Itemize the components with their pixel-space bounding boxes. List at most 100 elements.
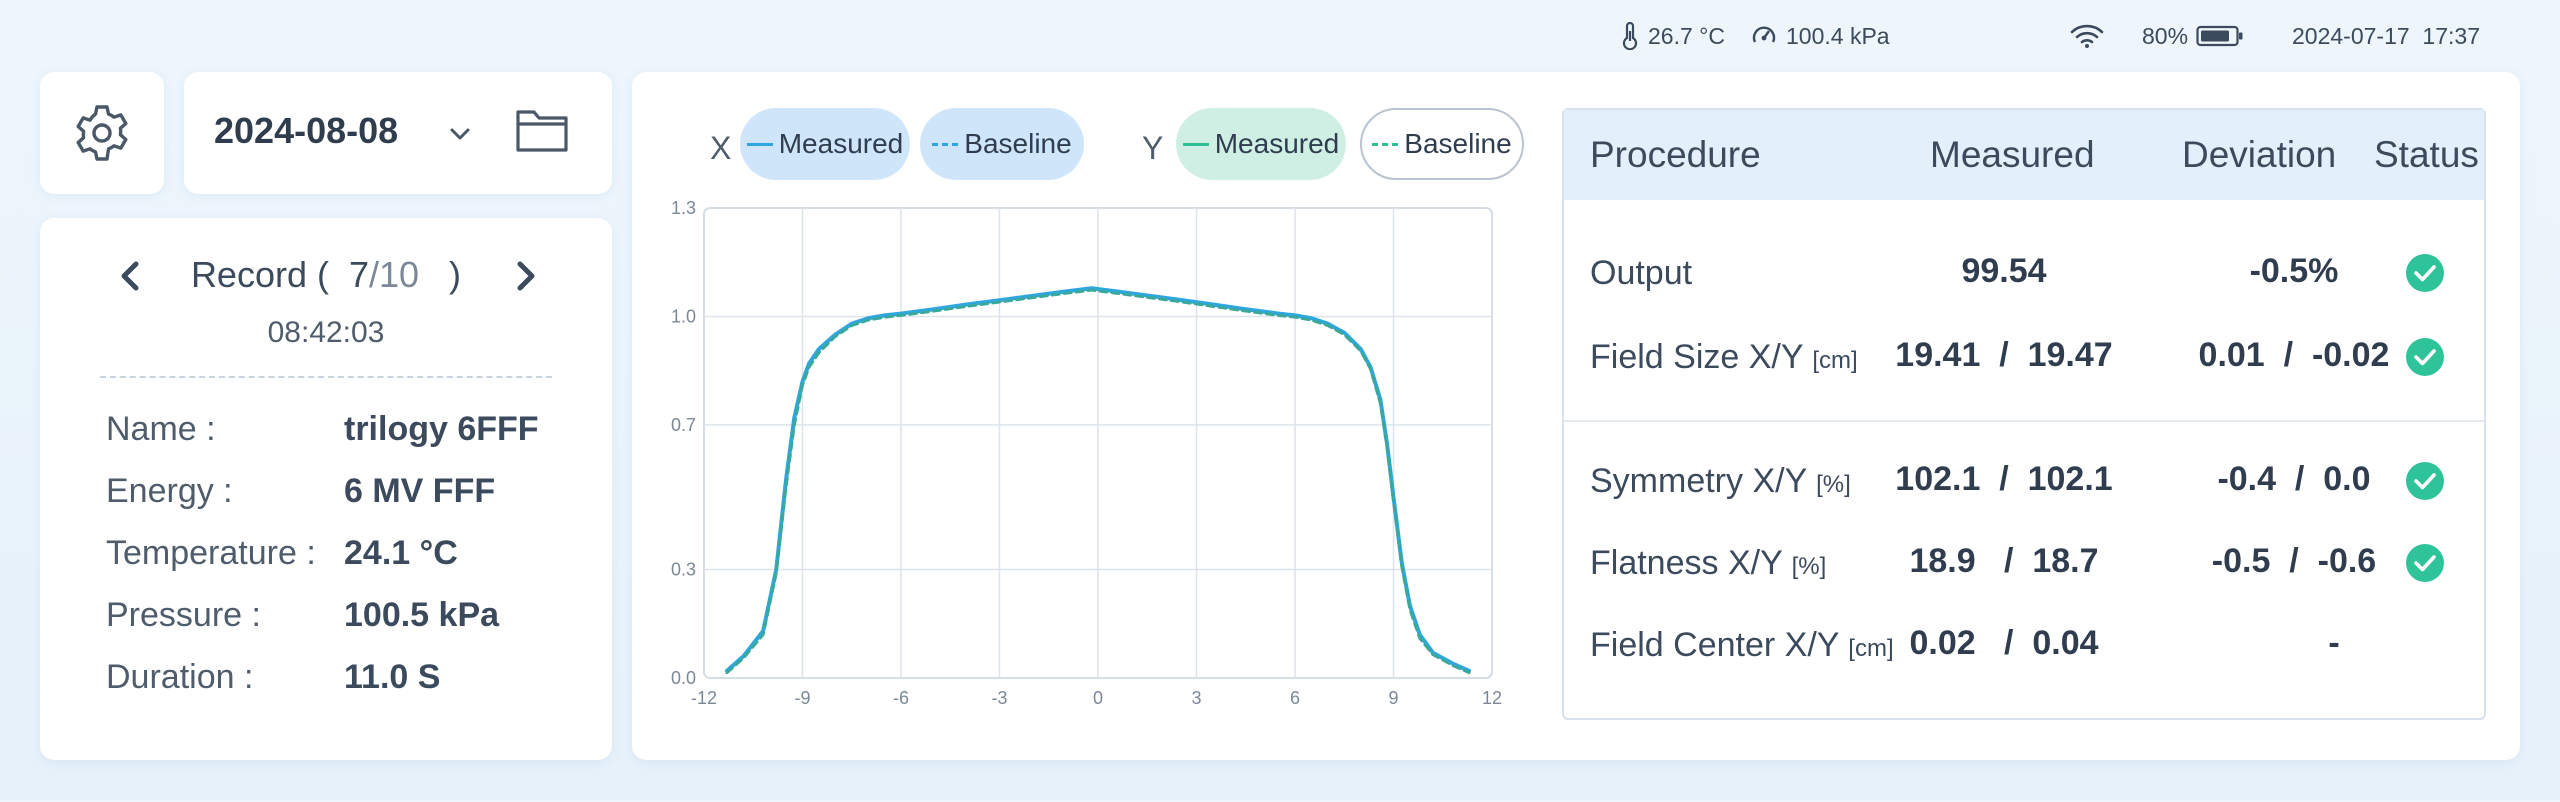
pressure-value: 100.4 kPa: [1786, 22, 1890, 49]
pressure-status: 100.4 kPa: [1750, 18, 1890, 54]
unit-text: [%]: [1791, 553, 1827, 580]
measured-cell: 102.1 / 102.1: [1895, 460, 2113, 498]
x-axis-legend-label: X: [710, 130, 732, 166]
check-circle-icon: [2406, 338, 2444, 376]
previous-record-button[interactable]: [114, 256, 148, 296]
measured-cell: 18.9 / 18.7: [1909, 542, 2099, 580]
record-divider: [100, 376, 552, 378]
unit-text: [cm]: [1848, 635, 1894, 662]
temperature-value: 26.7 °C: [1648, 22, 1725, 49]
x-measured-label: Measured: [778, 128, 904, 159]
y-tick-label: 0.7: [671, 415, 696, 435]
table-row: Flatness X/Y [%] 18.9 / 18.7 -0.5 / -0.6: [1564, 534, 2484, 594]
table-row: Field Size X/Y [cm] 19.41 / 19.47 0.01 /…: [1564, 328, 2484, 388]
record-panel: Record (7/10 ) 08:42:03 Name : trilogy 6…: [40, 218, 612, 760]
dashed-line-icon: [1372, 142, 1399, 146]
y-tick-label: 0.0: [671, 668, 696, 688]
deviation-cell: -0.5 / -0.6: [2211, 542, 2377, 580]
procedure-cell: Field Center X/Y [cm]: [1590, 626, 1894, 665]
deviation-cell: -: [2328, 624, 2340, 662]
table-row: Symmetry X/Y [%] 102.1 / 102.1 -0.4 / 0.…: [1564, 452, 2484, 512]
gauge-icon: [1752, 26, 1776, 43]
table-row: Field Center X/Y [cm] 0.02 / 0.04 -: [1564, 616, 2484, 676]
check-circle-icon: [2406, 254, 2444, 292]
procedure-cell: Output: [1590, 254, 1692, 293]
record-label: Record (: [190, 254, 329, 295]
x-baseline-toggle[interactable]: Baseline: [920, 108, 1084, 180]
y-baseline-toggle[interactable]: Baseline: [1360, 108, 1524, 180]
status-bar: 26.7 °C 100.4 kPa 80% 2024-07-17 17:37: [1620, 18, 2520, 54]
x-measured-toggle[interactable]: Measured: [740, 108, 910, 180]
datetime-status: 2024-07-17 17:37: [2292, 18, 2480, 54]
measured-cell: 99.54: [1961, 252, 2047, 290]
check-circle-icon: [2406, 462, 2444, 500]
measured-cell: 0.02 / 0.04: [1909, 624, 2099, 662]
y-tick-label: 1.0: [671, 306, 696, 326]
procedure-text: Field Size X/Y: [1590, 338, 1803, 376]
x-tick-label: 6: [1290, 688, 1300, 708]
y-measured-toggle[interactable]: Measured: [1176, 108, 1346, 180]
battery-value: 80%: [2142, 22, 2189, 49]
header-measured: Measured: [1930, 134, 2095, 175]
date-selector: 2024-08-08: [184, 72, 612, 194]
unit-text: [%]: [1816, 471, 1851, 498]
profile-panel: X Measured Baseline Y Measured Baseline …: [632, 72, 2520, 760]
name-value: trilogy 6FFF: [344, 410, 539, 448]
table-header: Procedure Measured Deviation Status: [1564, 110, 2484, 200]
temperature-label: Temperature :: [106, 534, 316, 572]
procedure-cell: Flatness X/Y [%]: [1590, 544, 1826, 583]
procedure-cell: Symmetry X/Y [%]: [1590, 462, 1851, 501]
table-row: Output 99.54 -0.5%: [1564, 244, 2484, 304]
solid-line-icon: [746, 142, 773, 146]
x-tick-label: 3: [1191, 688, 1201, 708]
procedure-text: Output: [1590, 254, 1693, 292]
x-tick-label: -12: [691, 688, 717, 708]
record-title: Record (7/10 ): [40, 254, 612, 296]
y-axis-legend-label: Y: [1142, 130, 1164, 166]
x-tick-label: 12: [1482, 688, 1502, 708]
energy-value: 6 MV FFF: [344, 472, 496, 510]
procedure-text: Flatness X/Y: [1590, 544, 1783, 582]
deviation-cell: 0.01 / -0.02: [2198, 336, 2390, 374]
datetime-value: 2024-07-17 17:37: [2292, 22, 2480, 49]
gear-icon: [76, 105, 128, 161]
y-baseline-label: Baseline: [1404, 128, 1512, 159]
header-status: Status: [2374, 134, 2479, 175]
procedure-text: Field Center X/Y: [1590, 626, 1839, 664]
x-tick-label: 9: [1388, 688, 1398, 708]
record-time: 08:42:03: [267, 316, 385, 349]
deviation-cell: -0.5%: [2249, 252, 2339, 290]
duration-label: Duration :: [106, 658, 254, 696]
pressure-field-value: 100.5 kPa: [344, 596, 500, 634]
record-total: /10: [368, 254, 420, 295]
measured-cell: 19.41 / 19.47: [1895, 336, 2113, 374]
results-table: Procedure Measured Deviation Status Outp…: [1562, 108, 2486, 720]
deviation-cell: -0.4 / 0.0: [2217, 460, 2371, 498]
procedure-cell: Field Size X/Y [cm]: [1590, 338, 1858, 377]
y-tick-label: 0.3: [671, 560, 696, 580]
check-circle-icon: [2406, 544, 2444, 582]
battery-icon: [2196, 25, 2243, 47]
x-tick-label: -3: [991, 688, 1007, 708]
x-tick-label: -6: [893, 688, 909, 708]
header-deviation: Deviation: [2182, 134, 2337, 175]
duration-value: 11.0 S: [344, 658, 441, 696]
pressure-label: Pressure :: [106, 596, 261, 634]
folder-icon[interactable]: [514, 102, 570, 158]
chevron-down-icon[interactable]: [442, 116, 478, 152]
name-label: Name :: [106, 410, 216, 448]
dashed-line-icon: [932, 142, 959, 146]
next-record-button[interactable]: [508, 256, 542, 296]
temperature-status: 26.7 °C: [1620, 18, 1725, 54]
energy-label: Energy :: [106, 472, 233, 510]
record-current: 7: [348, 254, 369, 295]
series-line-baseline: [725, 288, 1471, 675]
date-value[interactable]: 2024-08-08: [214, 110, 399, 151]
wifi-status: [2070, 18, 2112, 54]
wifi-icon: [2070, 24, 2104, 48]
settings-button[interactable]: [40, 72, 164, 194]
x-tick-label: -9: [794, 688, 810, 708]
x-baseline-label: Baseline: [964, 128, 1072, 159]
procedure-text: Symmetry X/Y: [1590, 462, 1807, 500]
x-tick-label: 0: [1093, 688, 1103, 708]
